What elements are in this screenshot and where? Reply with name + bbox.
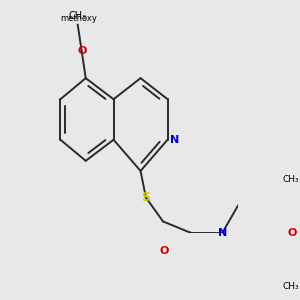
Text: S: S xyxy=(141,191,150,204)
Text: CH₃: CH₃ xyxy=(283,282,299,291)
Text: O: O xyxy=(287,228,297,238)
Text: CH₃: CH₃ xyxy=(283,175,299,184)
Text: N: N xyxy=(218,228,227,238)
Text: O: O xyxy=(77,46,86,56)
Text: methoxy: methoxy xyxy=(60,14,97,23)
Text: CH₃: CH₃ xyxy=(69,11,87,20)
Text: N: N xyxy=(170,135,179,145)
Text: O: O xyxy=(160,246,169,256)
